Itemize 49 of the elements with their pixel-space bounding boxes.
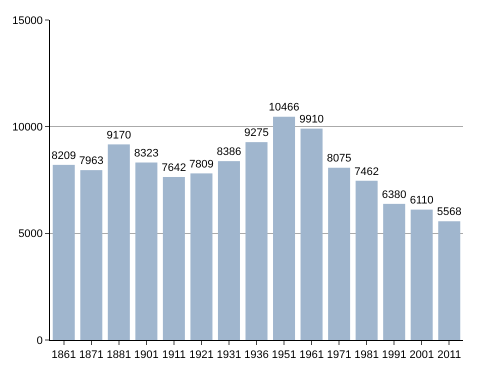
x-tick-label: 1931 — [216, 349, 242, 362]
x-tick-label: 2001 — [409, 349, 434, 362]
bar — [245, 142, 268, 340]
bar — [438, 221, 460, 340]
y-tick-label: 10000 — [12, 122, 43, 134]
data-label: 6110 — [410, 194, 434, 207]
bar — [108, 144, 130, 340]
bar — [328, 168, 350, 340]
bar — [383, 204, 406, 340]
bar — [80, 170, 102, 340]
data-label: 8075 — [326, 152, 352, 165]
data-label: 5568 — [436, 206, 462, 218]
data-label: 8323 — [134, 147, 159, 160]
x-tick-label: 1911 — [162, 349, 186, 362]
x-tick-label: 1881 — [106, 349, 132, 362]
data-label: 7963 — [79, 155, 104, 168]
data-label: 8386 — [216, 146, 242, 158]
bar — [162, 176, 185, 340]
x-tick-label: 1981 — [354, 349, 379, 362]
bar — [300, 128, 323, 340]
data-label: 7809 — [189, 158, 214, 170]
x-tick-label: 1971 — [326, 349, 352, 362]
x-tick-label: 1951 — [272, 349, 296, 362]
data-label: 8209 — [52, 150, 76, 162]
x-tick-label: 2011 — [437, 349, 462, 362]
data-label: 9170 — [106, 129, 132, 142]
x-tick-label: 1921 — [189, 349, 214, 362]
bar — [218, 161, 240, 340]
x-tick-label: 1901 — [134, 349, 159, 362]
bar — [273, 116, 296, 340]
data-label: 10466 — [268, 102, 300, 114]
x-tick-label: 1861 — [52, 349, 76, 362]
y-tick-label: 5000 — [18, 228, 43, 240]
data-label: 9275 — [244, 127, 269, 140]
data-label: 7462 — [354, 166, 379, 178]
data-label: 7642 — [162, 162, 186, 174]
bar — [135, 162, 158, 340]
x-tick-label: 1871 — [79, 349, 104, 362]
bar — [190, 173, 212, 340]
bar — [356, 180, 378, 340]
data-label: 6380 — [382, 188, 406, 201]
y-tick-label: 0 — [36, 334, 43, 347]
y-tick-label: 15000 — [12, 14, 43, 27]
bar — [410, 210, 433, 340]
x-tick-label: 1961 — [299, 349, 324, 362]
x-tick-label: 1936 — [244, 349, 269, 362]
x-tick-label: 1991 — [382, 349, 406, 362]
data-label: 9910 — [299, 114, 324, 126]
bar — [52, 164, 75, 340]
